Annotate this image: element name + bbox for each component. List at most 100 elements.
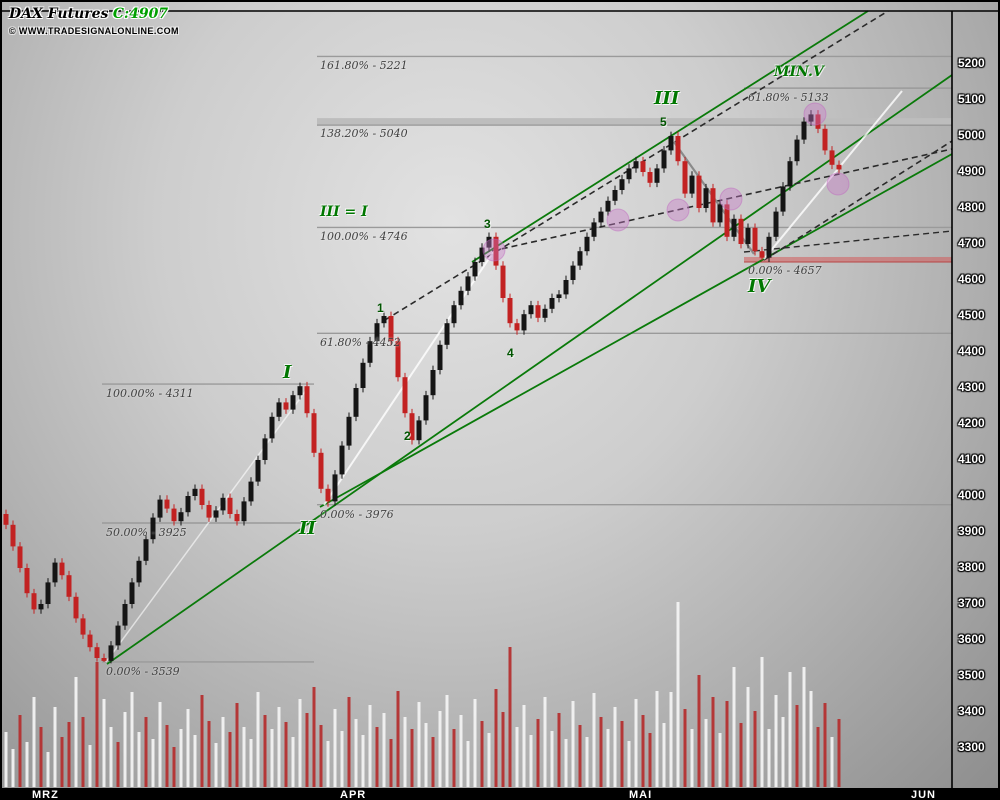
candle-body (80, 618, 86, 635)
candle-body (633, 161, 639, 169)
volume-bar (396, 691, 400, 787)
candle-body (738, 218, 744, 244)
volume-bar (599, 717, 603, 787)
candle-body (668, 136, 674, 151)
volume-bar (683, 709, 687, 787)
candle-body (87, 634, 93, 648)
candle-body (647, 172, 653, 183)
white-guide-1 (323, 250, 495, 506)
fibonacci-levels-layer (102, 55, 952, 663)
candle-body (17, 546, 23, 568)
volume-bar (634, 699, 638, 787)
dashed-flat-right (743, 230, 953, 253)
candle-body (66, 575, 72, 597)
white-guide-3 (105, 388, 308, 663)
candle-body (815, 114, 821, 129)
volume-bar (235, 703, 239, 787)
volume-bar (305, 713, 309, 787)
candle-body (150, 517, 156, 540)
candle-body (731, 218, 737, 237)
volume-bar (116, 742, 120, 787)
x-axis-label-mai: MAI (629, 789, 653, 800)
candle-body (787, 161, 793, 187)
x-axis-label-jun: JUN (911, 789, 937, 800)
candle-body (444, 323, 450, 345)
highlight-circles-layer (482, 102, 850, 262)
volume-bar (340, 731, 344, 787)
volume-bar (88, 745, 92, 787)
volume-bar (424, 723, 428, 787)
candle-body (192, 488, 198, 496)
volume-bar (494, 689, 498, 787)
candle-body (822, 128, 828, 151)
volume-bar (732, 667, 736, 787)
volume-bar (200, 695, 204, 787)
volume-bar (697, 675, 701, 787)
candle-body (108, 645, 114, 661)
candle-body (836, 164, 842, 170)
candle-body (101, 658, 107, 661)
candle-body (598, 211, 604, 223)
candle-body (304, 386, 310, 414)
candle-body (290, 395, 296, 410)
x-axis: MRZ APR MAI JUN (2, 788, 998, 800)
volume-bar (361, 735, 365, 787)
volume-bar (445, 695, 449, 787)
candle-body (563, 280, 569, 295)
volume-bar (592, 693, 596, 787)
candle-body (311, 413, 317, 453)
candle-body (353, 388, 359, 417)
candle-body (220, 497, 226, 511)
candle-body (241, 501, 247, 522)
volume-bar (123, 712, 127, 787)
volume-bar (585, 737, 589, 787)
candle-body (255, 460, 261, 482)
volume-bar (774, 695, 778, 787)
volume-bar (564, 739, 568, 787)
volume-bar (718, 733, 722, 787)
volume-bar (39, 727, 43, 787)
volume-bar (487, 733, 491, 787)
volume-bar (620, 721, 624, 787)
candle-body (213, 510, 219, 518)
volume-bar (452, 729, 456, 787)
candle-body (780, 186, 786, 212)
candle-body (696, 175, 702, 208)
dashed-from-wave4-low (763, 140, 953, 261)
candle-body (423, 395, 429, 421)
candle-body (493, 236, 499, 266)
candle-body (724, 204, 730, 237)
volume-bar (207, 721, 211, 787)
candle-body (94, 647, 100, 658)
volume-bar (228, 732, 232, 787)
volume-bar (550, 731, 554, 787)
candle-body (367, 341, 373, 363)
volume-bar (389, 739, 393, 787)
volume-bar (137, 732, 141, 787)
candle-body (528, 305, 534, 315)
candle-body (262, 438, 268, 460)
candle-body (38, 604, 44, 610)
volume-bar (676, 602, 680, 787)
candle-body (605, 200, 611, 212)
volume-bar (669, 692, 673, 787)
volume-bar (32, 697, 36, 787)
highlight-circle (803, 102, 827, 126)
volume-bar (725, 701, 729, 787)
candle-body (766, 236, 772, 258)
volume-bar (795, 705, 799, 787)
volume-bar (214, 743, 218, 787)
volume-bar (165, 725, 169, 787)
volume-bar (522, 705, 526, 787)
lower-green-channel (106, 74, 953, 665)
candle-body (115, 625, 121, 646)
volume-bar (543, 697, 547, 787)
volume-bar (298, 699, 302, 787)
candle-body (206, 505, 212, 518)
candle-body (521, 314, 527, 331)
candle-body (360, 362, 366, 388)
candle-body (136, 560, 142, 583)
volume-bar (438, 711, 442, 787)
x-axis-label-mrz: MRZ (32, 789, 59, 800)
